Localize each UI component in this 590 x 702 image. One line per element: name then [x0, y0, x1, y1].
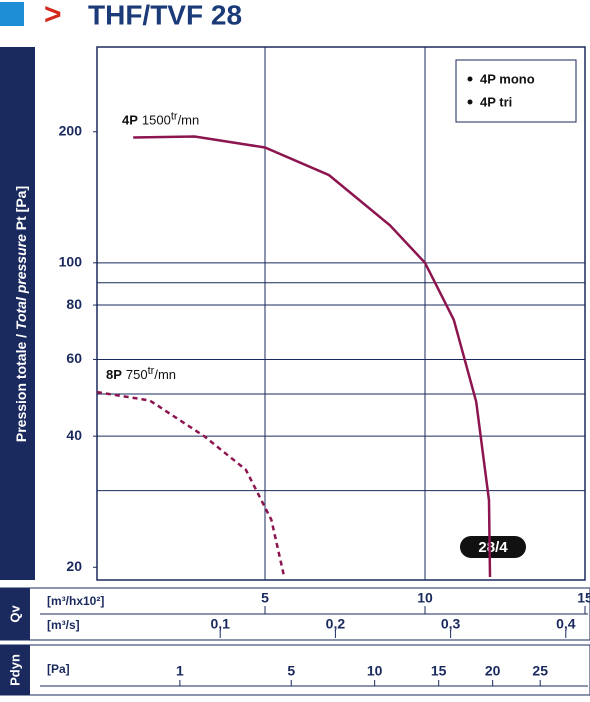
y-tick-label: 80 — [66, 296, 82, 312]
curve-name: 8P — [106, 368, 122, 383]
pdyn-tick-label: 1 — [176, 663, 184, 679]
title-marker: > — [44, 0, 62, 31]
legend-bullet — [467, 76, 473, 82]
y-tick-label: 40 — [66, 427, 82, 443]
curve-speed: 1500 — [142, 113, 171, 128]
pdyn-unit: [Pa] — [47, 662, 70, 676]
pdyn-tick-label: 20 — [485, 663, 501, 679]
curve-unit: /mn — [154, 368, 176, 383]
pdyn-tick-label: 25 — [532, 663, 548, 679]
title-square — [0, 2, 24, 26]
badge-text: 28/4 — [478, 539, 508, 556]
qv-band — [0, 588, 30, 640]
y-tick-label: 60 — [66, 350, 82, 366]
y-tick-label: 200 — [59, 122, 83, 138]
qv-label: Qv — [7, 605, 22, 623]
curve-unit-sup: tr — [171, 110, 178, 122]
pdyn-tick-label: 5 — [287, 663, 295, 679]
pdyn-tick-label: 10 — [367, 663, 383, 679]
curve-unit-sup: tr — [148, 365, 155, 377]
x-tick-label: 15 — [577, 590, 590, 606]
curve-unit: /mn — [178, 113, 200, 128]
qv-tick-label: 0,3 — [441, 616, 461, 632]
y-label-unit: Pt [Pa] — [13, 186, 29, 234]
legend-label: 4P tri — [480, 94, 512, 109]
y-label-fr: Pression totale / — [13, 330, 29, 442]
legend — [455, 59, 577, 123]
y-tick-label: 100 — [59, 254, 83, 270]
qv-tick-label: 0,2 — [326, 616, 346, 632]
y-band — [0, 47, 35, 580]
legend-bullet — [467, 99, 473, 105]
pdyn-tick-label: 15 — [431, 663, 447, 679]
curve-label: 4P 1500tr/mn — [122, 110, 199, 128]
pdyn-band — [0, 645, 30, 695]
y-label-en: Total pressure — [13, 234, 29, 330]
qv-unit-main: [m³/hx10²] — [47, 594, 104, 608]
qv-unit-sec: [m³/s] — [47, 618, 80, 632]
qv-tick-label: 0,1 — [210, 616, 230, 632]
curve — [96, 390, 286, 578]
y-tick-label: 20 — [66, 558, 82, 574]
curve — [133, 135, 492, 578]
curve-speed: 750 — [126, 368, 148, 383]
x-tick-label: 5 — [261, 590, 269, 606]
legend-label: 4P mono — [480, 71, 535, 86]
pdyn-row — [0, 644, 590, 696]
qv-tick-label: 0,4 — [556, 616, 576, 632]
chart-title: THF/TVF 28 — [88, 0, 242, 30]
x-tick-label: 10 — [417, 590, 433, 606]
pdyn-label: Pdyn — [7, 654, 22, 686]
badge — [460, 536, 526, 558]
y-label: Pression totale / Total pressure Pt [Pa] — [13, 186, 29, 442]
curve-label: 8P 750tr/mn — [106, 365, 176, 383]
curve-name: 4P — [122, 113, 138, 128]
